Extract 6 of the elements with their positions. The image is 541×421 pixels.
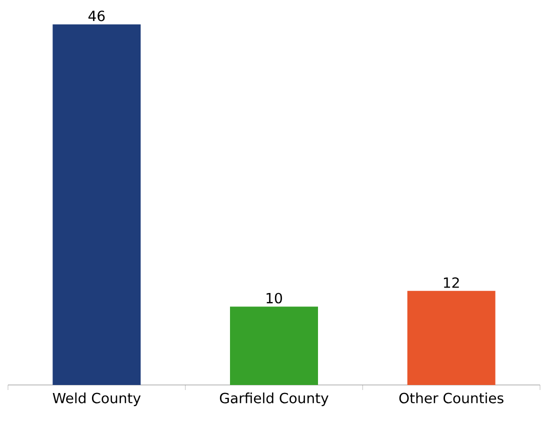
x-tick-label: Other Counties xyxy=(399,392,504,404)
data-label: 46 xyxy=(88,10,105,22)
x-tick-label: Garfield County xyxy=(220,392,328,406)
data-label: 10 xyxy=(266,292,282,304)
data-label: 12 xyxy=(444,277,459,288)
x-tick-label: Weld County xyxy=(52,392,141,406)
